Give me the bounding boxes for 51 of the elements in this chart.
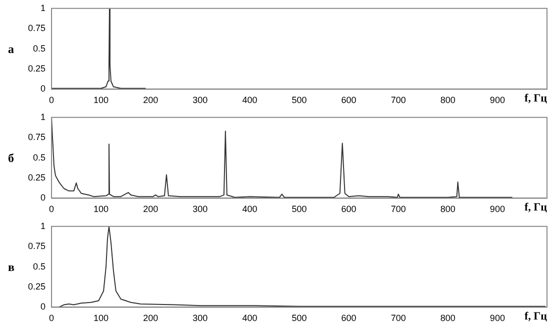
x-tick-label: 0 [49,204,54,214]
y-tick-label: 0 [40,192,46,203]
x-axis-title: f, Гц [524,310,548,323]
x-tick-label: 100 [94,204,109,214]
x-tick-label: 0 [49,95,54,106]
x-tick-label: 900 [490,313,505,324]
x-tick-label: 500 [292,95,307,106]
x-tick-label: 800 [440,204,456,214]
y-tick-label: 0.5 [33,261,46,272]
y-tick-label: 0 [40,84,46,94]
x-tick-label: 800 [440,313,456,324]
x-axis-title: f, Гц [524,202,548,214]
x-axis-title: f, Гц [524,92,548,105]
x-tick-label: 100 [94,313,109,324]
x-tick-label: 900 [490,204,505,214]
y-tick-label: 0.75 [28,241,46,252]
x-tick-label: 200 [143,95,158,106]
x-tick-label: 400 [242,204,258,214]
y-axis-title: б [8,151,14,166]
x-tick-label: 500 [292,313,307,324]
x-tick-label: 600 [341,313,356,324]
x-tick-label: 300 [192,313,208,324]
y-tick-label: 1 [40,2,46,13]
x-tick-label: 100 [94,95,109,106]
y-tick-label: 0.25 [28,172,46,182]
y-tick-label: 0.5 [33,43,46,54]
y-tick-label: 1 [40,220,46,231]
y-axis-title: в [8,260,14,275]
x-tick-label: 200 [143,204,158,214]
x-tick-label: 800 [440,95,456,106]
x-tick-label: 700 [390,204,406,214]
y-tick-label: 1 [40,112,46,122]
x-tick-label: 400 [242,313,258,324]
x-tick-label: 400 [242,95,258,106]
x-tick-label: 900 [490,95,505,106]
y-tick-label: 0.5 [33,152,46,162]
x-tick-label: 0 [49,313,54,324]
y-tick-label: 0.75 [28,23,46,34]
y-tick-label: 0 [40,302,46,312]
x-tick-label: 700 [390,313,406,324]
x-tick-label: 300 [192,204,208,214]
y-axis-title: а [8,42,14,57]
y-tick-label: 0.75 [28,132,46,142]
x-tick-label: 500 [292,204,307,214]
y-tick-label: 0.25 [28,63,46,74]
x-tick-label: 200 [143,313,158,324]
y-tick-label: 0.25 [28,281,46,292]
x-tick-label: 700 [390,95,406,106]
x-tick-label: 300 [192,95,208,106]
x-tick-label: 600 [341,204,356,214]
x-tick-label: 600 [341,95,356,106]
